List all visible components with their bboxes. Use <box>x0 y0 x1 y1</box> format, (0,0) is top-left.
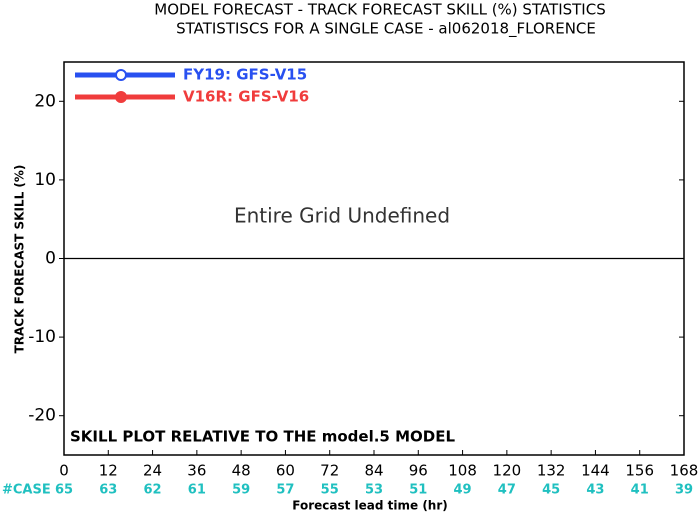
y-tick-label: 20 <box>34 91 56 111</box>
chart-title: MODEL FORECAST - TRACK FORECAST SKILL (%… <box>154 1 605 19</box>
x-axis-label: Forecast lead time (hr) <box>292 499 448 513</box>
case-count: 53 <box>365 483 383 498</box>
case-count: 61 <box>188 483 206 498</box>
y-tick-label: -10 <box>28 327 56 347</box>
case-count: 59 <box>232 483 250 498</box>
case-count: 65 <box>55 483 73 498</box>
case-count: 41 <box>631 483 649 498</box>
y-axis-label: TRACK FORECAST SKILL (%) <box>13 165 27 354</box>
case-count: 62 <box>144 483 162 498</box>
x-tick-label: 96 <box>409 462 428 480</box>
case-count: 45 <box>542 483 560 498</box>
legend-label: V16R: GFS-V16 <box>183 88 309 106</box>
y-tick-label: 0 <box>45 249 56 269</box>
legend-label: FY19: GFS-V15 <box>183 66 307 84</box>
chart-subtitle: STATISTISCS FOR A SINGLE CASE - al062018… <box>176 20 596 39</box>
x-tick-label: 84 <box>364 462 383 480</box>
x-tick-label: 72 <box>320 462 339 480</box>
x-tick-label: 12 <box>99 462 118 480</box>
x-tick-label: 36 <box>187 462 206 480</box>
case-count: 51 <box>409 483 427 498</box>
case-count: 55 <box>321 483 339 498</box>
legend-marker <box>115 69 127 81</box>
case-count: 49 <box>454 483 472 498</box>
case-count: 39 <box>675 483 693 498</box>
y-tick-label: 10 <box>34 170 56 190</box>
x-tick-label: 120 <box>493 462 522 480</box>
x-tick-label: 60 <box>276 462 295 480</box>
legend-marker <box>115 91 127 103</box>
case-count: 63 <box>99 483 117 498</box>
case-count: 57 <box>276 483 294 498</box>
x-tick-label: 48 <box>232 462 251 480</box>
x-tick-label: 156 <box>625 462 654 480</box>
y-tick-label: -20 <box>28 406 56 426</box>
x-tick-label: 0 <box>59 462 69 480</box>
annotation: SKILL PLOT RELATIVE TO THE model.5 MODEL <box>70 428 455 446</box>
x-tick-label: 144 <box>581 462 610 480</box>
x-tick-label: 168 <box>670 462 699 480</box>
x-tick-label: 132 <box>537 462 566 480</box>
x-tick-label: 24 <box>143 462 162 480</box>
annotation: Entire Grid Undefined <box>234 204 450 228</box>
case-count: 43 <box>586 483 604 498</box>
x-tick-label: 108 <box>448 462 477 480</box>
case-count: 47 <box>498 483 516 498</box>
case-label: #CASE <box>2 483 51 498</box>
